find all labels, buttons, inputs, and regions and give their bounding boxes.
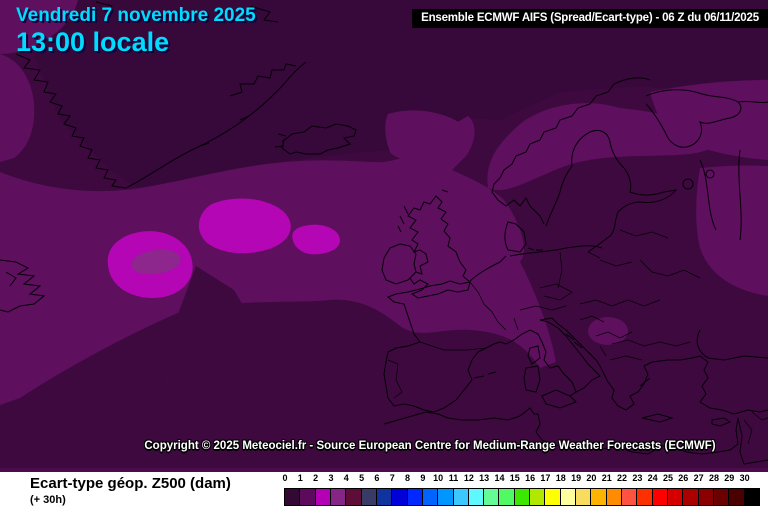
country-borders bbox=[387, 229, 768, 445]
legend-tick-label: 26 bbox=[678, 473, 689, 483]
legend-tick-label: 19 bbox=[571, 473, 582, 483]
legend-color-cell bbox=[284, 488, 301, 506]
legend-color-cell bbox=[712, 488, 730, 506]
legend-tick-label: 11 bbox=[448, 473, 459, 483]
legend-tick-label: 27 bbox=[693, 473, 704, 483]
spread-band-regions bbox=[0, 0, 768, 405]
legend-color-cell bbox=[559, 488, 577, 506]
legend-tick-label: 13 bbox=[479, 473, 490, 483]
legend-tick-label: 25 bbox=[662, 473, 674, 483]
spread-core bbox=[131, 249, 181, 275]
legend-tick-label: 17 bbox=[540, 473, 551, 483]
legend-color-cell bbox=[375, 488, 393, 506]
legend-tick-label: 3 bbox=[328, 473, 334, 483]
legend-color-cell bbox=[651, 488, 668, 506]
legend-tick-label: 20 bbox=[586, 473, 597, 483]
legend-tick-label: 21 bbox=[601, 473, 612, 483]
legend-color-cell bbox=[621, 488, 638, 506]
time-label: 13:00 locale bbox=[16, 26, 170, 57]
legend-parameter-label: Ecart-type géop. Z500 (dam) bbox=[30, 475, 231, 492]
legend-color-scale: 0 1 2 3 4 5 6 7 8 9 10 11 12 13 14 15 16 17 18 19 20 21 22 23 24… bbox=[282, 473, 764, 511]
legend-color-cell bbox=[544, 488, 561, 506]
legend-color-cell bbox=[575, 488, 592, 506]
coastlines bbox=[0, 1, 768, 465]
legend-color-cell bbox=[529, 488, 546, 506]
legend-tick-label: 14 bbox=[494, 473, 505, 483]
legend-color-cell bbox=[299, 488, 316, 506]
legend-tick-label: 28 bbox=[708, 473, 719, 483]
legend-color-cell bbox=[682, 488, 699, 506]
legend-color-cell bbox=[590, 488, 607, 506]
legend-tick-label: 30 bbox=[739, 473, 750, 483]
legend-tick-label: 29 bbox=[724, 473, 735, 483]
legend-tick-label: 6 bbox=[374, 473, 380, 483]
legend-color-cell bbox=[513, 488, 531, 506]
legend-color-cell bbox=[437, 488, 454, 506]
legend-color-cell bbox=[697, 488, 714, 506]
legend-tick-label: 4 bbox=[343, 473, 349, 483]
legend-tick-label: 2 bbox=[313, 473, 319, 483]
legend-color-cell bbox=[636, 488, 653, 506]
legend-tick-label: 8 bbox=[405, 473, 411, 483]
legend-color-cell bbox=[667, 488, 684, 506]
spread-magenta-blobs bbox=[107, 198, 340, 298]
legend-color-cell bbox=[329, 488, 347, 506]
legend-color-cell bbox=[498, 488, 515, 506]
legend-forecast-hour: (+ 30h) bbox=[30, 494, 66, 506]
legend-tick-label: 5 bbox=[359, 473, 365, 483]
legend-color-cell bbox=[605, 488, 623, 506]
dark-wedge-region bbox=[160, 266, 284, 440]
legend-color-cell bbox=[314, 488, 331, 506]
legend-color-cell bbox=[728, 488, 745, 506]
datetime-block: Vendredi 7 novembre 2025 13:00 locale bbox=[16, 5, 256, 57]
legend-tick-label: 1 bbox=[297, 473, 303, 483]
legend-tick-label: 12 bbox=[463, 473, 474, 483]
legend-color-cell bbox=[421, 488, 439, 506]
legend-color-cell bbox=[391, 488, 408, 506]
dark-upper-region bbox=[24, 0, 768, 196]
legend-color-cell bbox=[483, 488, 500, 506]
legend-color-cell bbox=[345, 488, 362, 506]
legend-tick-label: 9 bbox=[420, 473, 426, 483]
legend-tick-label: 16 bbox=[525, 473, 536, 483]
legend-color-cell bbox=[452, 488, 469, 506]
legend-tick-label: 24 bbox=[647, 473, 658, 483]
date-label: Vendredi 7 novembre 2025 bbox=[16, 5, 256, 26]
legend-tick-label: 15 bbox=[509, 473, 520, 483]
legend-tick-label: 7 bbox=[389, 473, 395, 483]
legend-tick-label: 0 bbox=[282, 473, 288, 483]
legend-color-cell bbox=[743, 488, 760, 506]
model-banner: Ensemble ECMWF AIFS (Spread/Ecart-type) … bbox=[412, 9, 768, 28]
legend-tick-label: 22 bbox=[617, 473, 628, 483]
map-legend-separator bbox=[0, 468, 768, 472]
legend-tick-label: 18 bbox=[555, 473, 566, 483]
legend-tick-label: 23 bbox=[632, 473, 643, 483]
copyright-text: Copyright © 2025 Meteociel.fr - Source E… bbox=[144, 440, 716, 452]
legend-color-cell bbox=[467, 488, 485, 506]
legend-tick-label: 10 bbox=[433, 473, 444, 483]
legend-color-cell bbox=[406, 488, 423, 506]
forecast-map bbox=[0, 0, 768, 468]
legend-color-cell bbox=[360, 488, 377, 506]
